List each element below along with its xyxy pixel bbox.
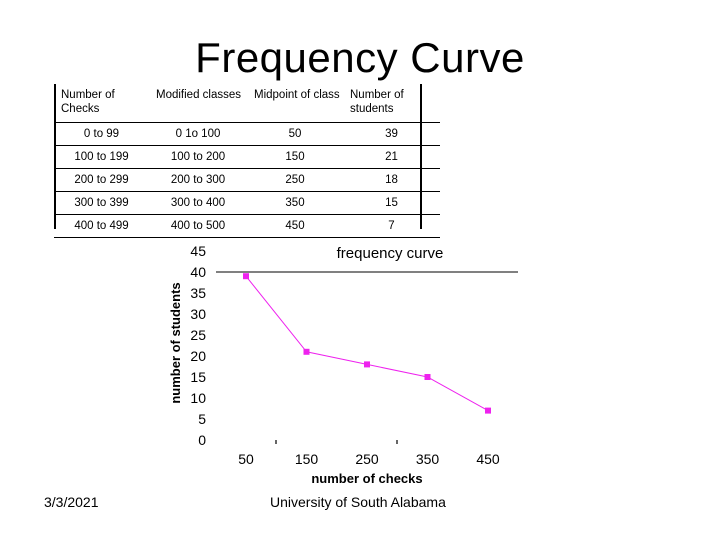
table-right-border xyxy=(420,84,422,229)
table-row: 300 to 399 300 to 400 350 15 xyxy=(54,191,440,215)
table-cell: 7 xyxy=(343,214,440,238)
footer-date: 3/3/2021 xyxy=(44,494,99,510)
y-tick-label: 30 xyxy=(190,306,206,322)
table-cell: 450 xyxy=(247,214,343,238)
y-tick-label: 20 xyxy=(190,348,206,364)
table-cell: 400 to 499 xyxy=(54,214,149,238)
table-cell: 200 to 299 xyxy=(54,168,149,192)
header-number-of-checks: Number of Checks xyxy=(61,89,115,115)
table-cell: 18 xyxy=(343,168,440,192)
table-cell: 50 xyxy=(247,122,343,146)
data-point xyxy=(424,374,431,380)
header-midpoint: Midpoint of class xyxy=(254,89,340,101)
table-cell: 15 xyxy=(343,191,440,215)
table-cell: 0 1o 100 xyxy=(149,122,247,146)
table-row: 200 to 299 200 to 300 250 18 xyxy=(54,168,440,192)
data-point xyxy=(303,348,310,355)
table-cell: 21 xyxy=(343,145,440,169)
table-row: 0 to 99 0 1o 100 50 39 xyxy=(54,122,440,146)
y-tick-label: 5 xyxy=(198,411,206,427)
table-cell: 400 to 500 xyxy=(149,214,247,238)
table-row: 400 to 499 400 to 500 450 7 xyxy=(54,214,440,238)
table-cell: 150 xyxy=(247,145,343,169)
table-left-border xyxy=(54,84,56,229)
x-axis-label: number of checks xyxy=(311,471,422,486)
x-tick-label: 150 xyxy=(295,451,319,467)
y-tick-label: 15 xyxy=(190,369,206,385)
x-tick-label: 50 xyxy=(238,451,254,467)
footer-source: University of South Alabama xyxy=(270,494,446,510)
table-cell: 350 xyxy=(247,191,343,215)
table-cell: 300 to 400 xyxy=(149,191,247,215)
y-tick-label: 25 xyxy=(190,327,206,343)
table-cell: 0 to 99 xyxy=(54,122,149,146)
table-header-row: Number of Checks Modified classes Midpoi… xyxy=(54,84,440,123)
x-tick-label: 450 xyxy=(476,451,500,467)
table-cell: 100 to 200 xyxy=(149,145,247,169)
data-point xyxy=(243,273,249,280)
data-point xyxy=(485,407,491,414)
table-cell: 39 xyxy=(343,122,440,146)
header-modified-classes: Modified classes xyxy=(156,89,242,101)
x-tick-label: 250 xyxy=(355,451,379,467)
frequency-table: Number of Checks Modified classes Midpoi… xyxy=(54,84,440,238)
table-cell: 250 xyxy=(247,168,343,192)
y-tick-label: 0 xyxy=(198,432,206,448)
data-point xyxy=(364,361,370,368)
header-number-of-students: Number of students xyxy=(350,89,404,115)
y-tick-label: 35 xyxy=(190,285,206,301)
y-tick-label: 10 xyxy=(190,390,206,406)
x-tick-label: 350 xyxy=(416,451,440,467)
chart-title: frequency curve xyxy=(337,245,444,262)
y-tick-label: 45 xyxy=(190,243,206,259)
slide-title: Frequency Curve xyxy=(195,34,525,81)
y-tick-label: 40 xyxy=(190,264,206,280)
series-line xyxy=(245,275,489,412)
table-cell: 200 to 300 xyxy=(149,168,247,192)
y-axis-label: number of students xyxy=(168,282,183,403)
table-cell: 100 to 199 xyxy=(54,145,149,169)
table-cell: 300 to 399 xyxy=(54,191,149,215)
table-row: 100 to 199 100 to 200 150 21 xyxy=(54,145,440,169)
